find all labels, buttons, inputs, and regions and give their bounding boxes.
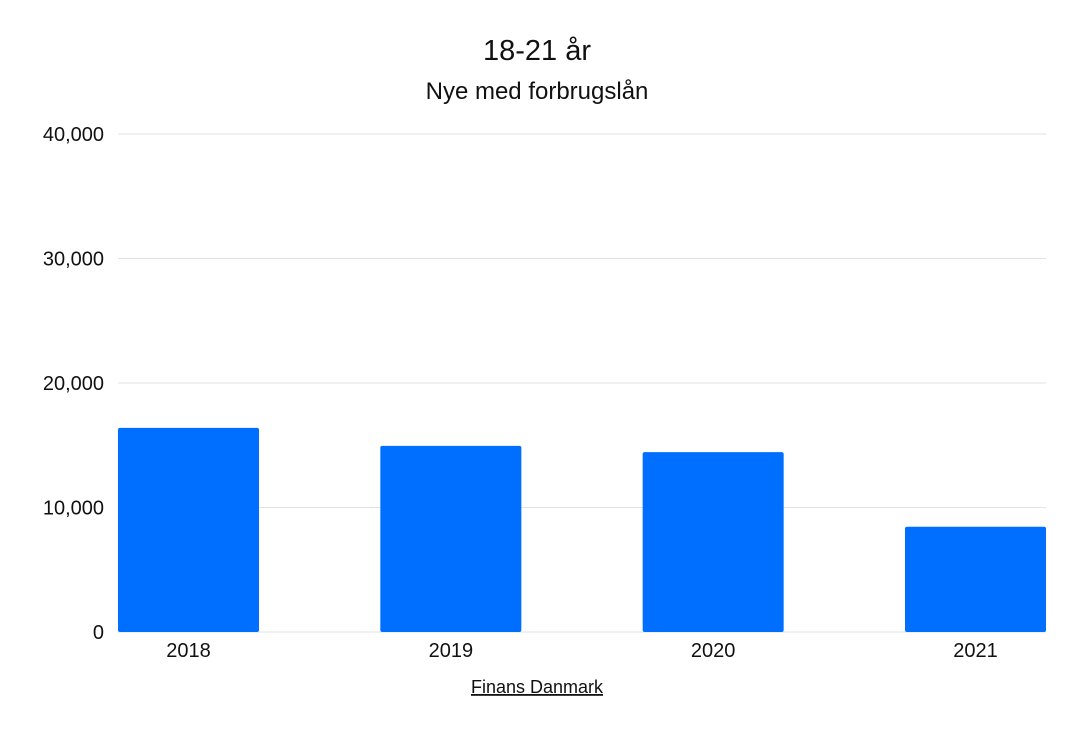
y-tick-label: 40,000 xyxy=(43,124,104,146)
chart-title: 18-21 år xyxy=(483,35,591,67)
y-axis-tick-labels: 0 10,000 20,000 30,000 40,000 xyxy=(43,124,104,644)
y-tick-label: 0 xyxy=(93,622,104,644)
chart-subtitle: Nye med forbrugslån xyxy=(426,78,649,105)
y-tick-label: 20,000 xyxy=(43,373,104,395)
source-link[interactable]: Finans Danmark xyxy=(471,677,604,697)
x-axis-tick-labels: 2018 2019 2020 2021 xyxy=(166,640,998,662)
bar-2019 xyxy=(380,445,522,632)
x-tick-label: 2020 xyxy=(691,640,736,662)
bar-2021 xyxy=(905,526,1046,632)
bar-2020 xyxy=(642,452,784,632)
x-tick-label: 2021 xyxy=(953,640,998,662)
x-tick-label: 2018 xyxy=(166,640,211,662)
bars xyxy=(118,427,1046,632)
gridlines xyxy=(118,133,1046,633)
x-tick-label: 2019 xyxy=(429,640,474,662)
y-tick-label: 30,000 xyxy=(43,249,104,271)
y-tick-label: 10,000 xyxy=(43,498,104,520)
bar-2018 xyxy=(118,427,259,632)
